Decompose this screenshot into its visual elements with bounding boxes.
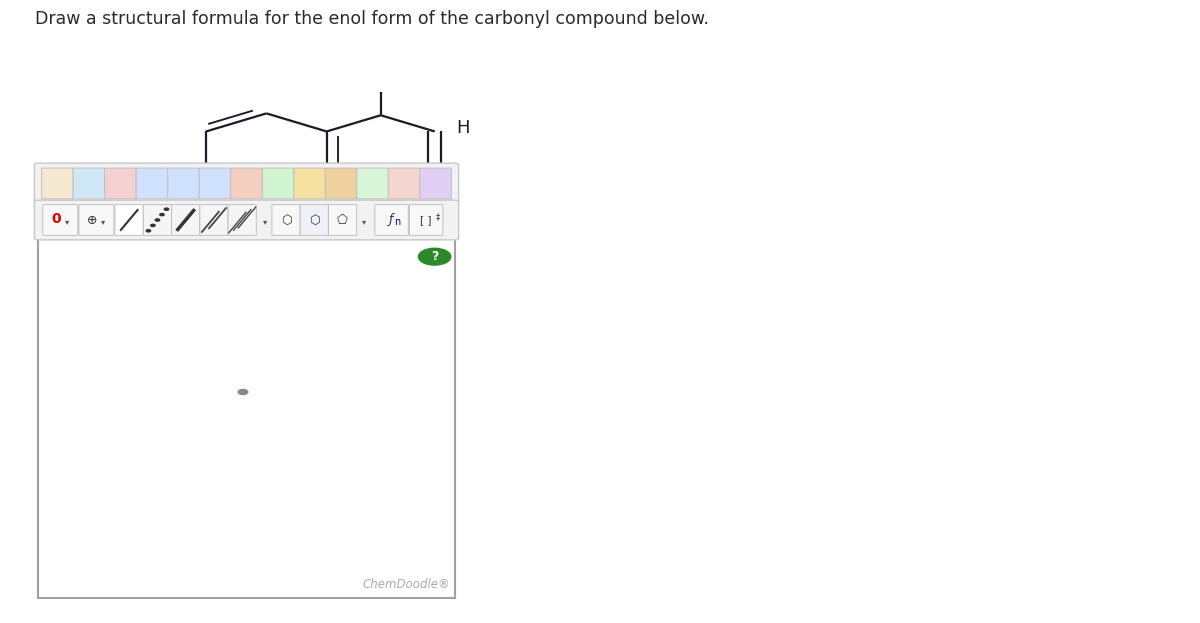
FancyBboxPatch shape <box>228 204 257 235</box>
FancyBboxPatch shape <box>374 204 408 235</box>
FancyBboxPatch shape <box>199 168 230 199</box>
FancyBboxPatch shape <box>79 204 114 235</box>
Text: 0: 0 <box>52 212 61 226</box>
Text: Draw a structural formula for the enol form of the carbonyl compound below.: Draw a structural formula for the enol f… <box>35 10 709 28</box>
FancyBboxPatch shape <box>356 168 389 199</box>
FancyBboxPatch shape <box>325 168 356 199</box>
Text: n: n <box>394 217 400 227</box>
Text: ▾: ▾ <box>263 217 266 226</box>
FancyBboxPatch shape <box>35 200 458 240</box>
Text: ⬡: ⬡ <box>308 214 319 227</box>
FancyBboxPatch shape <box>420 168 451 199</box>
FancyBboxPatch shape <box>168 168 199 199</box>
FancyBboxPatch shape <box>263 168 294 199</box>
Text: ?: ? <box>431 250 438 263</box>
FancyBboxPatch shape <box>409 204 443 235</box>
FancyBboxPatch shape <box>230 168 263 199</box>
Circle shape <box>146 230 150 232</box>
Text: ƒ: ƒ <box>389 214 394 227</box>
FancyBboxPatch shape <box>73 168 104 199</box>
Text: ⬠: ⬠ <box>337 214 348 227</box>
FancyBboxPatch shape <box>329 204 356 235</box>
FancyBboxPatch shape <box>143 204 172 235</box>
Text: H: H <box>456 120 470 137</box>
FancyBboxPatch shape <box>272 204 300 235</box>
Text: ▾: ▾ <box>361 217 366 226</box>
Text: O: O <box>427 179 442 197</box>
FancyBboxPatch shape <box>136 168 168 199</box>
Circle shape <box>164 208 169 211</box>
FancyBboxPatch shape <box>43 204 78 235</box>
Text: ‡: ‡ <box>436 212 440 221</box>
Bar <box>38 238 455 598</box>
FancyBboxPatch shape <box>115 204 143 235</box>
Circle shape <box>419 249 451 265</box>
Text: ⊕: ⊕ <box>88 214 97 227</box>
FancyBboxPatch shape <box>294 168 325 199</box>
FancyBboxPatch shape <box>42 168 73 199</box>
FancyBboxPatch shape <box>35 163 458 204</box>
Text: [ ]: [ ] <box>420 215 432 225</box>
FancyBboxPatch shape <box>200 204 228 235</box>
FancyBboxPatch shape <box>389 168 420 199</box>
Circle shape <box>155 219 160 221</box>
Text: ▾: ▾ <box>102 217 106 226</box>
FancyBboxPatch shape <box>300 204 329 235</box>
Circle shape <box>151 224 155 227</box>
Text: ▾: ▾ <box>65 217 70 226</box>
Text: ⬡: ⬡ <box>281 214 292 227</box>
Text: ChemDoodle®: ChemDoodle® <box>362 578 450 591</box>
Circle shape <box>239 389 248 394</box>
FancyBboxPatch shape <box>104 168 136 199</box>
Circle shape <box>160 214 164 216</box>
FancyBboxPatch shape <box>172 204 200 235</box>
